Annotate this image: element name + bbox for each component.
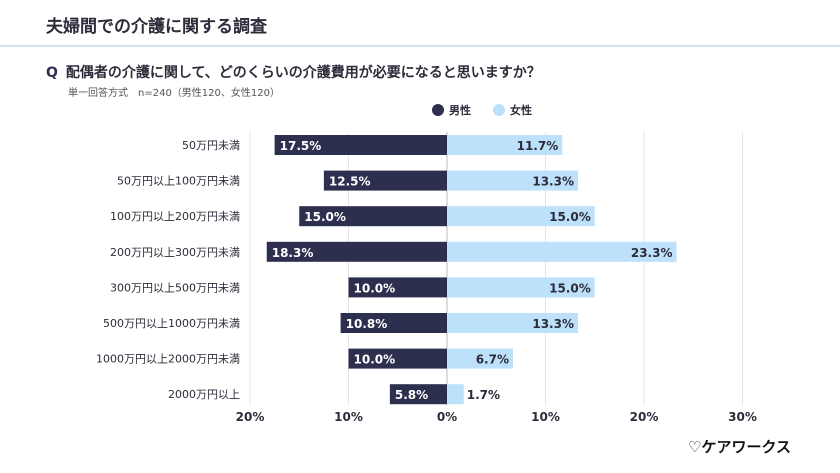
bar-male bbox=[299, 206, 447, 227]
data-label-male: 10.8% bbox=[346, 317, 388, 331]
bar-female bbox=[447, 348, 513, 369]
data-label-female: 6.7% bbox=[476, 353, 509, 367]
data-label-female: 11.7% bbox=[517, 139, 559, 153]
data-label-male: 12.5% bbox=[329, 175, 371, 189]
question-mark: Q bbox=[46, 65, 58, 81]
tick-label: 10% bbox=[334, 410, 363, 424]
bar-female bbox=[447, 206, 595, 227]
legend-female: 女性 bbox=[493, 102, 532, 118]
data-label-male: 10.0% bbox=[354, 281, 396, 295]
data-label-male: 17.5% bbox=[280, 139, 322, 153]
data-label-female: 15.0% bbox=[549, 210, 591, 224]
bar-female bbox=[447, 384, 464, 405]
bar-male bbox=[348, 277, 447, 298]
category-label: 50万円未満 bbox=[182, 139, 240, 152]
data-label-female: 13.3% bbox=[532, 317, 574, 331]
tick-label: 20% bbox=[630, 410, 659, 424]
data-label-female: 13.3% bbox=[532, 175, 574, 189]
data-label-male: 18.3% bbox=[272, 246, 314, 260]
divider bbox=[0, 45, 840, 47]
survey-note: 単一回答方式 n=240（男性120、女性120） bbox=[68, 88, 280, 99]
legend-female-label: 女性 bbox=[510, 104, 532, 117]
question-text: 配偶者の介護に関して、どのくらいの介護費用が必要になると思いますか？ bbox=[65, 65, 541, 81]
bar-male bbox=[274, 135, 447, 155]
legend-male-swatch bbox=[432, 104, 444, 116]
category-label: 100万円以上200万円未満 bbox=[110, 210, 240, 223]
bar-female bbox=[447, 241, 677, 262]
bar-male bbox=[348, 348, 447, 369]
bar-female bbox=[447, 313, 579, 333]
bar-female bbox=[447, 170, 579, 191]
data-label-female: 1.7% bbox=[467, 388, 500, 402]
bar-female bbox=[447, 135, 563, 155]
legend-male-label: 男性 bbox=[449, 104, 471, 117]
category-label: 2000万円以上 bbox=[168, 388, 240, 401]
legend-female-swatch bbox=[493, 104, 505, 116]
page-title: 夫婦間での介護に関する調査 bbox=[46, 17, 267, 37]
category-label: 500万円以上1000万円未満 bbox=[103, 317, 240, 330]
legend-male: 男性 bbox=[432, 102, 471, 118]
data-label-female: 15.0% bbox=[549, 281, 591, 295]
tick-label: 10% bbox=[531, 410, 560, 424]
data-label-female: 23.3% bbox=[631, 246, 673, 260]
bar-male bbox=[266, 241, 447, 262]
legend: 男性 女性 bbox=[432, 102, 532, 118]
category-label: 200万円以上300万円未満 bbox=[110, 246, 240, 259]
data-label-male: 5.8% bbox=[395, 388, 428, 402]
category-label: 50万円以上100万円未満 bbox=[117, 175, 240, 188]
brand-logo: ♡ケアワークス bbox=[688, 438, 791, 456]
bar-female bbox=[447, 277, 595, 298]
question: Q 配偶者の介護に関して、どのくらいの介護費用が必要になると思いますか？ bbox=[46, 62, 541, 82]
bar-male bbox=[389, 384, 447, 405]
category-label: 1000万円以上2000万円未満 bbox=[96, 353, 240, 366]
bar-male bbox=[323, 170, 447, 191]
bar-male bbox=[340, 313, 447, 333]
category-label: 300万円以上500万円未満 bbox=[110, 281, 240, 294]
tick-label: 20% bbox=[236, 410, 265, 424]
data-label-male: 15.0% bbox=[304, 210, 346, 224]
tick-label: 30% bbox=[728, 410, 757, 424]
data-label-male: 10.0% bbox=[354, 353, 396, 367]
tick-label: 0% bbox=[437, 410, 457, 424]
